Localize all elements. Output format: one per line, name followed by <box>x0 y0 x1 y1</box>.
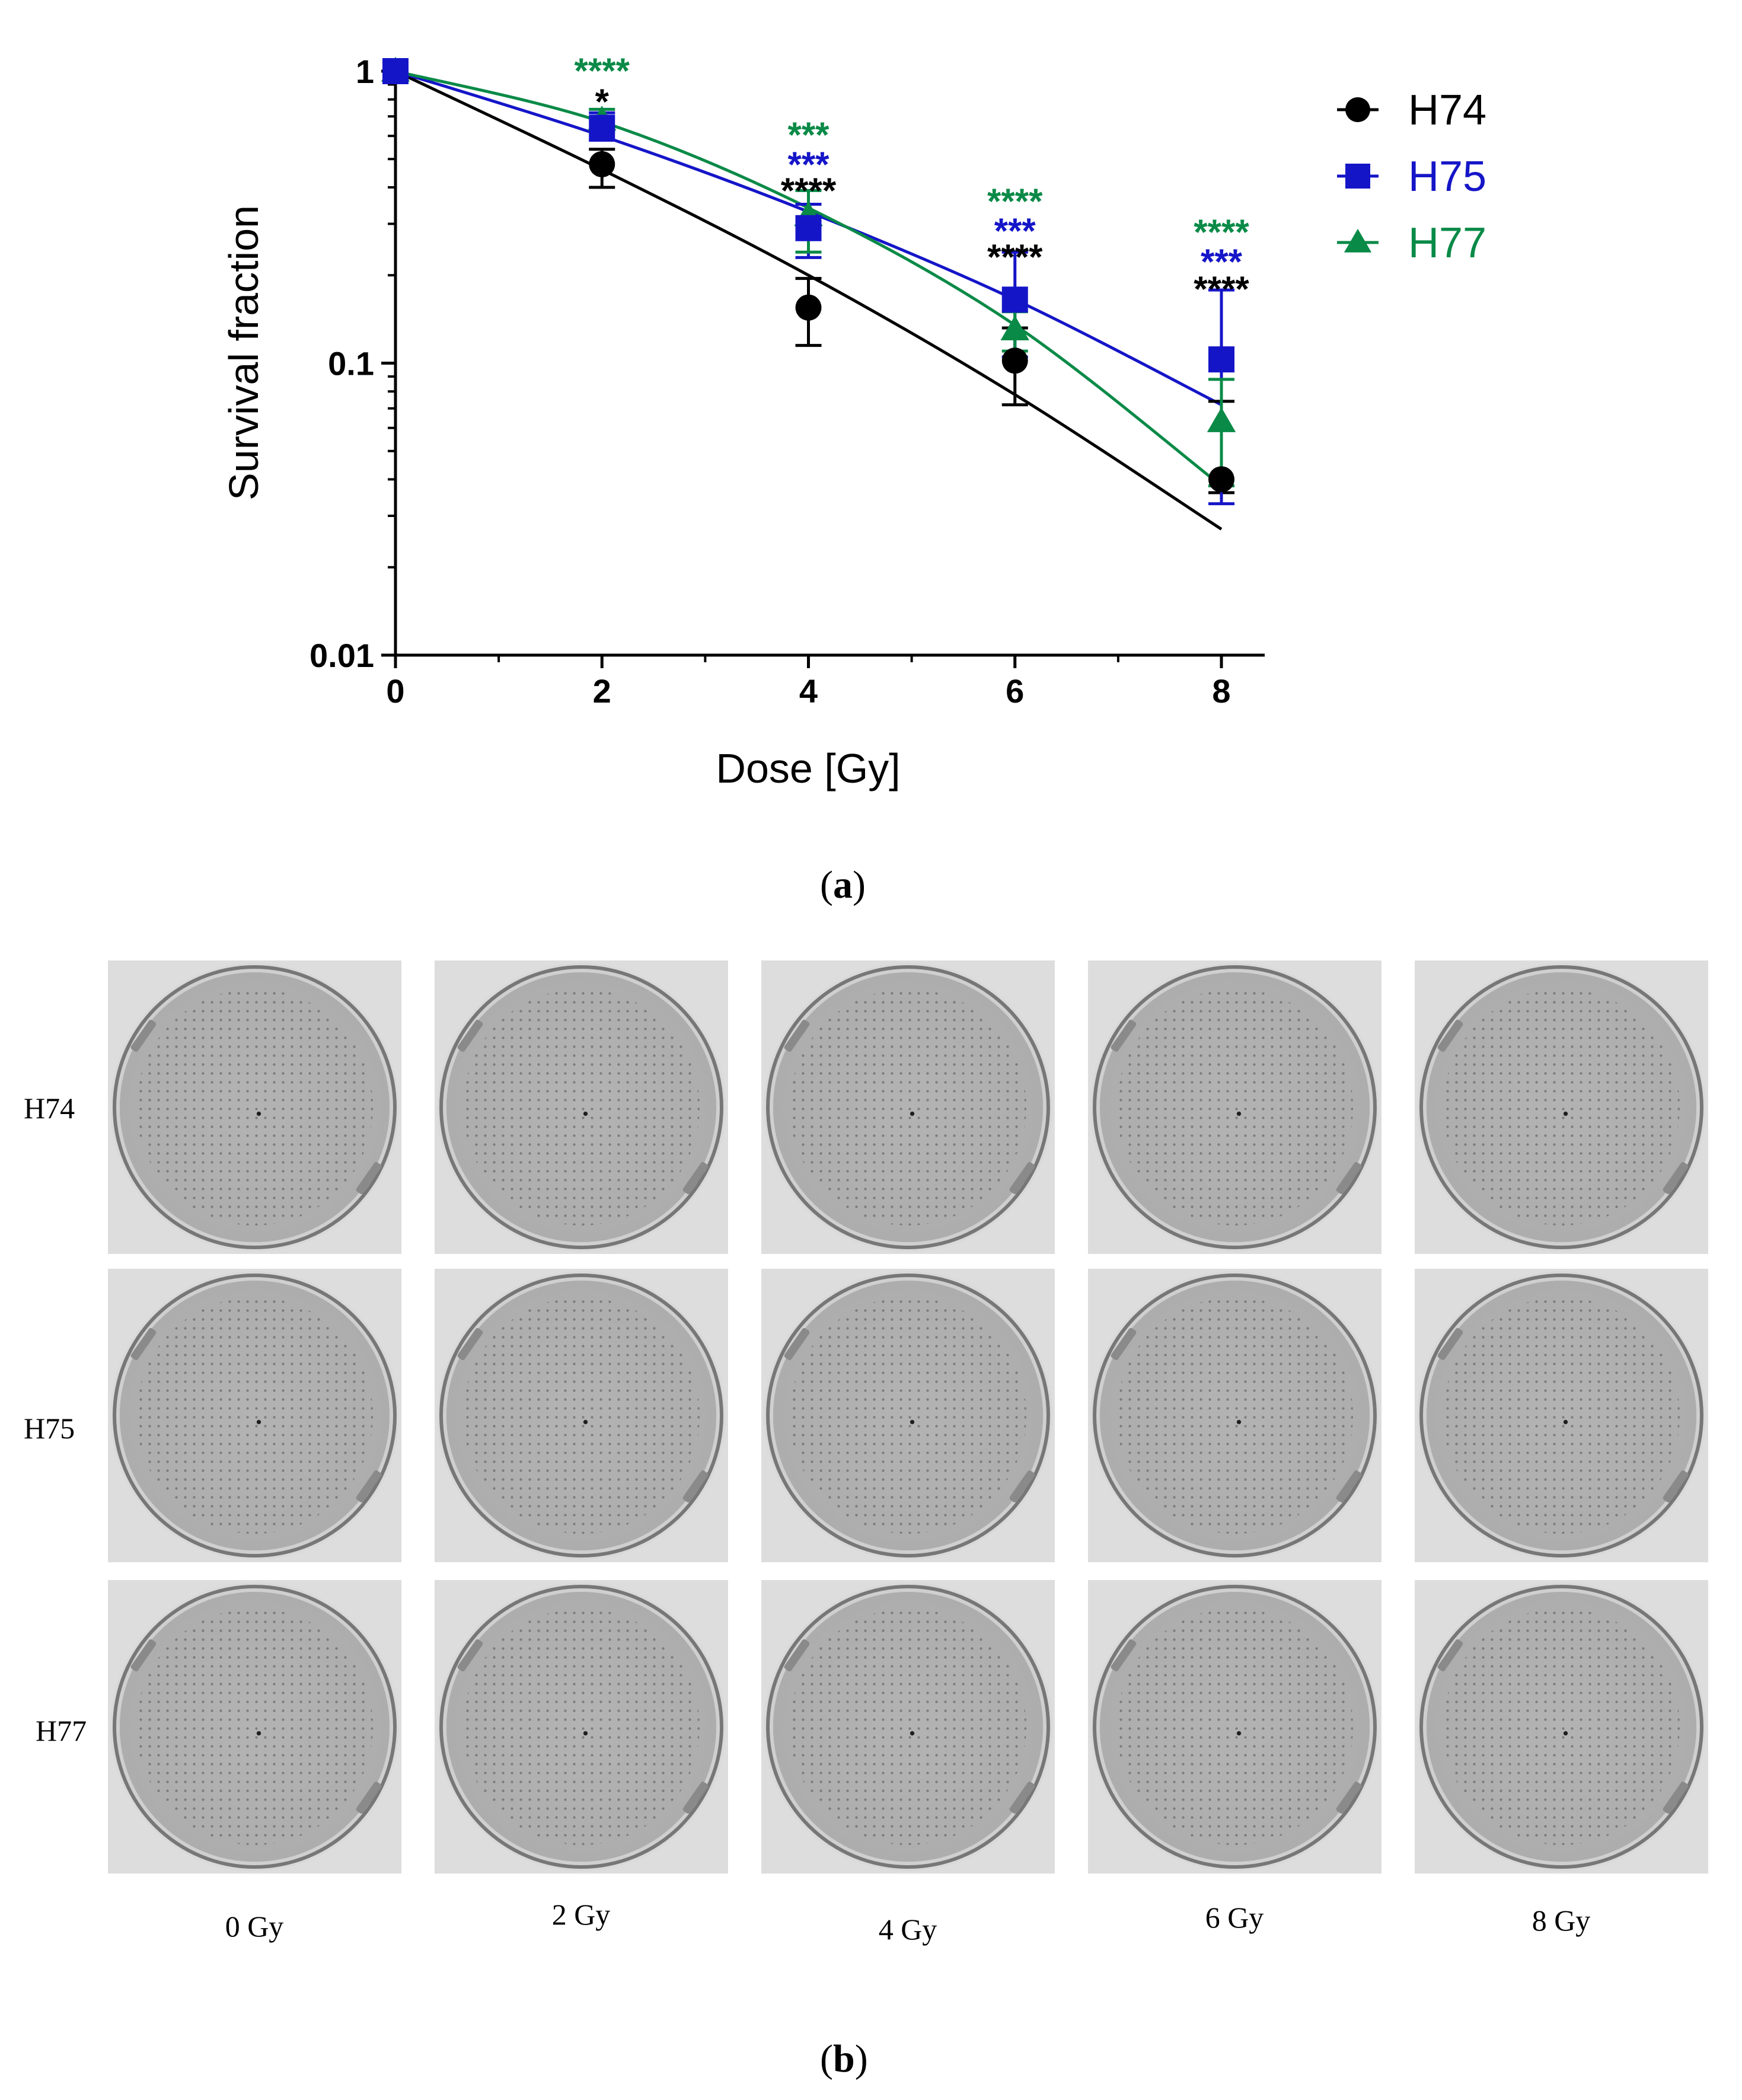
data-point-h74 <box>1208 466 1234 493</box>
fit-curve-h74 <box>394 69 1223 531</box>
colonies <box>136 989 373 1225</box>
column-label: 4 Gy <box>878 1913 937 1946</box>
column-label: 8 Gy <box>1532 1904 1591 1937</box>
petri-dish <box>1415 1580 1708 1874</box>
colonies <box>1116 1297 1353 1534</box>
significance-stars: *** <box>787 145 829 184</box>
x-tick-label: 4 <box>799 672 818 710</box>
row-label-h77: H77 <box>36 1714 87 1747</box>
data-point-h75 <box>382 58 409 84</box>
petri-dish <box>1415 960 1708 1254</box>
petri-dish <box>435 960 728 1254</box>
significance-stars: **** <box>1194 269 1249 309</box>
column-label: 6 Gy <box>1205 1901 1264 1934</box>
petri-dish <box>435 1269 728 1562</box>
significance-stars: * <box>595 82 610 122</box>
y-tick-label: 1 <box>356 53 374 90</box>
significance-stars: **** <box>987 237 1043 277</box>
row-label-h74: H74 <box>24 1092 75 1125</box>
row-label-h75: H75 <box>24 1412 75 1445</box>
significance-stars: **** <box>575 51 630 91</box>
panel-b-label: (b) <box>820 2037 868 2080</box>
fit-curve-h77 <box>395 69 1223 487</box>
colonies <box>463 1608 700 1845</box>
column-label: 0 Gy <box>225 1910 284 1943</box>
legend-marker-h74 <box>1345 97 1370 122</box>
y-axis-label: Survival fraction <box>221 205 267 500</box>
colonies <box>136 1297 373 1534</box>
panel-a-label: (a) <box>820 863 866 907</box>
colonies <box>1443 1297 1680 1534</box>
x-tick-label: 8 <box>1212 672 1230 710</box>
error-bars <box>589 107 1234 506</box>
petri-dish <box>761 1580 1055 1874</box>
colonies <box>790 1608 1026 1845</box>
colonies <box>1116 1608 1353 1845</box>
colonies <box>1443 1608 1680 1845</box>
colonies <box>790 989 1026 1225</box>
legend-marker-h77 <box>1344 228 1372 253</box>
petri-dish <box>108 960 401 1254</box>
column-label: 2 Gy <box>551 1898 611 1931</box>
petri-dish <box>1088 1580 1382 1874</box>
x-tick-label: 6 <box>1006 672 1024 710</box>
petri-dish <box>1088 1269 1382 1562</box>
y-tick-label: 0.01 <box>310 637 374 674</box>
significance-stars: **** <box>987 181 1043 221</box>
data-point-h75 <box>795 215 822 241</box>
data-point-h75 <box>1208 346 1234 373</box>
chart-axes: 0 2 4 6 8 0.01 0.1 1 Dose [Gy] Survival fraction <box>221 53 1265 792</box>
legend-marker-h75 <box>1345 164 1370 189</box>
petri-dish <box>108 1269 401 1562</box>
legend-label-h75: H75 <box>1408 153 1486 200</box>
data-markers <box>381 56 1236 493</box>
legend-label-h74: H74 <box>1408 87 1486 134</box>
data-point-h77 <box>1000 315 1029 340</box>
significance-stars: *** <box>787 115 829 155</box>
petri-dish <box>1088 960 1382 1254</box>
petri-dish <box>761 960 1055 1254</box>
significance-stars: **** <box>1194 212 1249 252</box>
petri-dish <box>761 1269 1055 1562</box>
colonies <box>790 1297 1026 1534</box>
data-point-h74 <box>795 294 822 321</box>
petri-dish <box>435 1580 728 1874</box>
data-point-h75 <box>1001 286 1028 313</box>
legend-label-h77: H77 <box>1408 219 1486 267</box>
colonies <box>463 989 700 1225</box>
colonies <box>136 1608 373 1845</box>
data-point-h74 <box>1001 347 1028 374</box>
significance-annotations: *************** ********************** <box>575 51 1250 309</box>
colonies <box>1443 989 1680 1225</box>
petri-dish <box>108 1580 401 1874</box>
y-tick-label: 0.1 <box>328 345 374 382</box>
data-point-h74 <box>589 151 615 177</box>
data-point-h77 <box>1207 407 1236 432</box>
petri-dish <box>1415 1269 1708 1562</box>
x-axis-label: Dose [Gy] <box>716 745 900 792</box>
significance-stars: **** <box>781 171 837 210</box>
significance-stars: *** <box>1201 242 1243 282</box>
significance-stars: *** <box>994 211 1036 251</box>
x-tick-label: 2 <box>593 672 611 710</box>
x-tick-label: 0 <box>386 672 404 710</box>
colonies <box>1116 989 1353 1225</box>
legend: H74 H75 H77 <box>1337 87 1486 267</box>
colonies <box>463 1297 700 1534</box>
data-point-h75 <box>589 114 615 141</box>
